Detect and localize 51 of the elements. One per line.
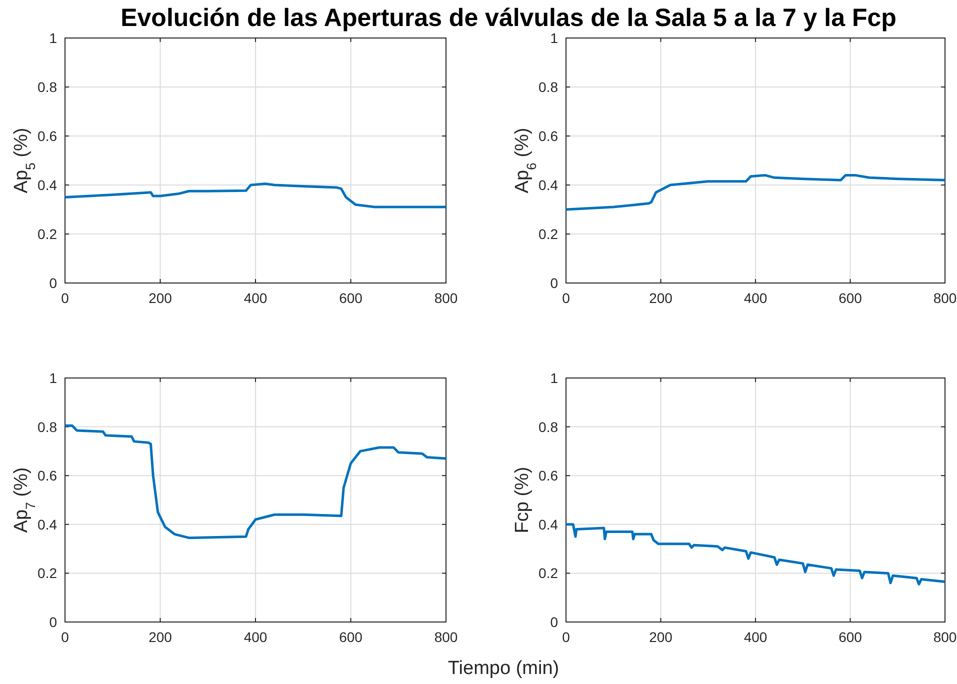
y-tick-label: 0.8 xyxy=(538,418,558,435)
x-tick-label: 600 xyxy=(339,629,363,645)
x-tick-label: 200 xyxy=(148,290,172,306)
y-tick-label: 0 xyxy=(550,275,558,291)
x-tick-label: 800 xyxy=(933,290,957,306)
x-tick-label: 400 xyxy=(744,290,768,306)
y-tick-label: 0.6 xyxy=(38,128,58,144)
x-axis-title: Tiempo (min) xyxy=(448,658,560,679)
y-tick-label: 0.8 xyxy=(538,79,558,95)
line-series xyxy=(64,424,448,540)
y-tick-label: 0.8 xyxy=(38,79,58,95)
x-tick-label: 400 xyxy=(244,290,268,306)
x-tick-label: 200 xyxy=(649,629,673,645)
x-tick-label: 600 xyxy=(339,290,363,306)
y-tick-label: 1 xyxy=(49,370,58,386)
y-tick-label: 0.8 xyxy=(38,418,58,435)
x-tick-label: 600 xyxy=(838,629,862,645)
y-tick-label: 0 xyxy=(49,275,58,291)
y-tick-label: 0.4 xyxy=(38,177,58,193)
y-tick-label: 1 xyxy=(550,30,558,46)
y-tick-label: 0.6 xyxy=(38,468,58,484)
y-tick-label: 1 xyxy=(49,30,58,46)
y-tick-label: 0.2 xyxy=(38,565,58,582)
x-tick-label: 600 xyxy=(838,290,862,306)
x-tick-label: 0 xyxy=(562,290,570,306)
x-tick-label: 0 xyxy=(562,629,570,645)
x-tick-label: 400 xyxy=(744,629,768,645)
y-tick-label: 0.4 xyxy=(538,516,558,532)
y-tick-label: 0.4 xyxy=(38,516,58,532)
line-series xyxy=(564,174,946,211)
y-tick-label: 0.2 xyxy=(538,565,558,582)
x-tick-label: 0 xyxy=(61,290,70,306)
line-series xyxy=(564,523,946,586)
y-tick-label: 0 xyxy=(49,614,58,630)
y-tick-label: 0.4 xyxy=(538,177,558,193)
x-tick-label: 800 xyxy=(434,629,458,645)
y-tick-label: 0 xyxy=(550,614,558,630)
x-tick-label: 200 xyxy=(148,629,172,645)
x-tick-label: 0 xyxy=(61,629,70,645)
x-tick-label: 800 xyxy=(434,290,458,306)
y-tick-label: 1 xyxy=(550,370,558,386)
y-tick-label: 0.2 xyxy=(38,226,58,242)
x-tick-label: 800 xyxy=(933,629,957,645)
y-axis-title: Fcp (%) xyxy=(512,466,533,534)
x-tick-label: 400 xyxy=(244,629,268,645)
y-tick-label: 0.2 xyxy=(538,226,558,242)
x-tick-label: 200 xyxy=(649,290,673,306)
y-tick-label: 0.6 xyxy=(538,128,558,144)
text: Evolución de las Aperturas de válvulas de la Sala 5 a la 7 y la Fcp xyxy=(120,4,896,32)
line-series xyxy=(64,182,448,208)
y-tick-label: 0.6 xyxy=(538,468,558,484)
